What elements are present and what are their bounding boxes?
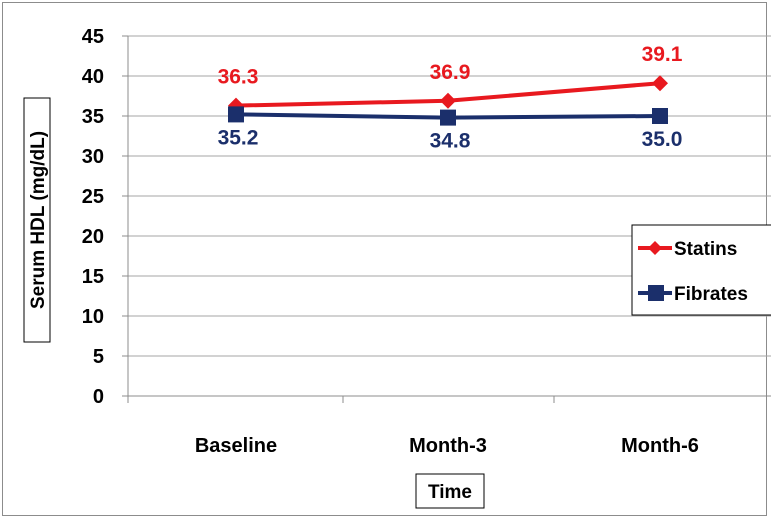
legend-marker-diamond: [648, 241, 662, 255]
x-tick-label: Month-6: [621, 435, 699, 457]
legend: Statins Fibrates: [631, 224, 771, 316]
y-tick-label: 30: [82, 146, 104, 168]
x-axis-title-box: [415, 473, 485, 509]
data-label: 35.2: [218, 126, 259, 149]
y-tick-label: 15: [82, 266, 104, 288]
y-tick-label: 25: [82, 186, 104, 208]
marker-diamond: [652, 75, 668, 92]
y-tick-label: 20: [82, 226, 104, 248]
marker-square: [652, 108, 668, 124]
series-markers: [228, 75, 668, 126]
marker-square: [440, 109, 456, 126]
y-tick-label: 0: [93, 386, 104, 408]
legend-marker-square: [648, 285, 664, 301]
y-axis-title: Serum HDL (mg/dL): [28, 131, 49, 309]
y-tick-label: 5: [93, 346, 104, 368]
x-axis-title: Time: [428, 482, 472, 503]
y-tick-label: 35: [82, 106, 104, 128]
y-tick-label: 10: [82, 306, 104, 328]
data-label: 35.0: [642, 128, 683, 151]
x-tick-label: Month-3: [409, 435, 487, 457]
y-tick-label: 40: [82, 66, 104, 88]
data-label: 36.9: [430, 61, 471, 84]
data-label: 39.1: [642, 43, 683, 66]
y-axis-title-group: Serum HDL (mg/dL): [23, 97, 51, 343]
data-labels: 36.3 36.9 39.1 35.2 34.8 35.0: [218, 43, 683, 152]
marker-diamond: [440, 92, 456, 109]
legend-label-fibrates: Fibrates: [674, 284, 748, 305]
legend-label-statins: Statins: [674, 239, 737, 260]
y-axis-ticks: 0 5 10 15 20 25 30 35 40 45: [82, 26, 128, 408]
x-axis-title-group: Time: [415, 473, 485, 509]
data-label: 34.8: [430, 130, 471, 153]
y-tick-label: 45: [82, 26, 104, 48]
y-axis-title-box: [23, 97, 51, 343]
marker-square: [228, 106, 244, 123]
x-tick-label: Baseline: [195, 435, 277, 457]
legend-entries: Statins Fibrates: [638, 239, 748, 305]
data-label: 36.3: [218, 66, 259, 89]
x-axis: Baseline Month-3 Month-6: [127, 36, 771, 457]
